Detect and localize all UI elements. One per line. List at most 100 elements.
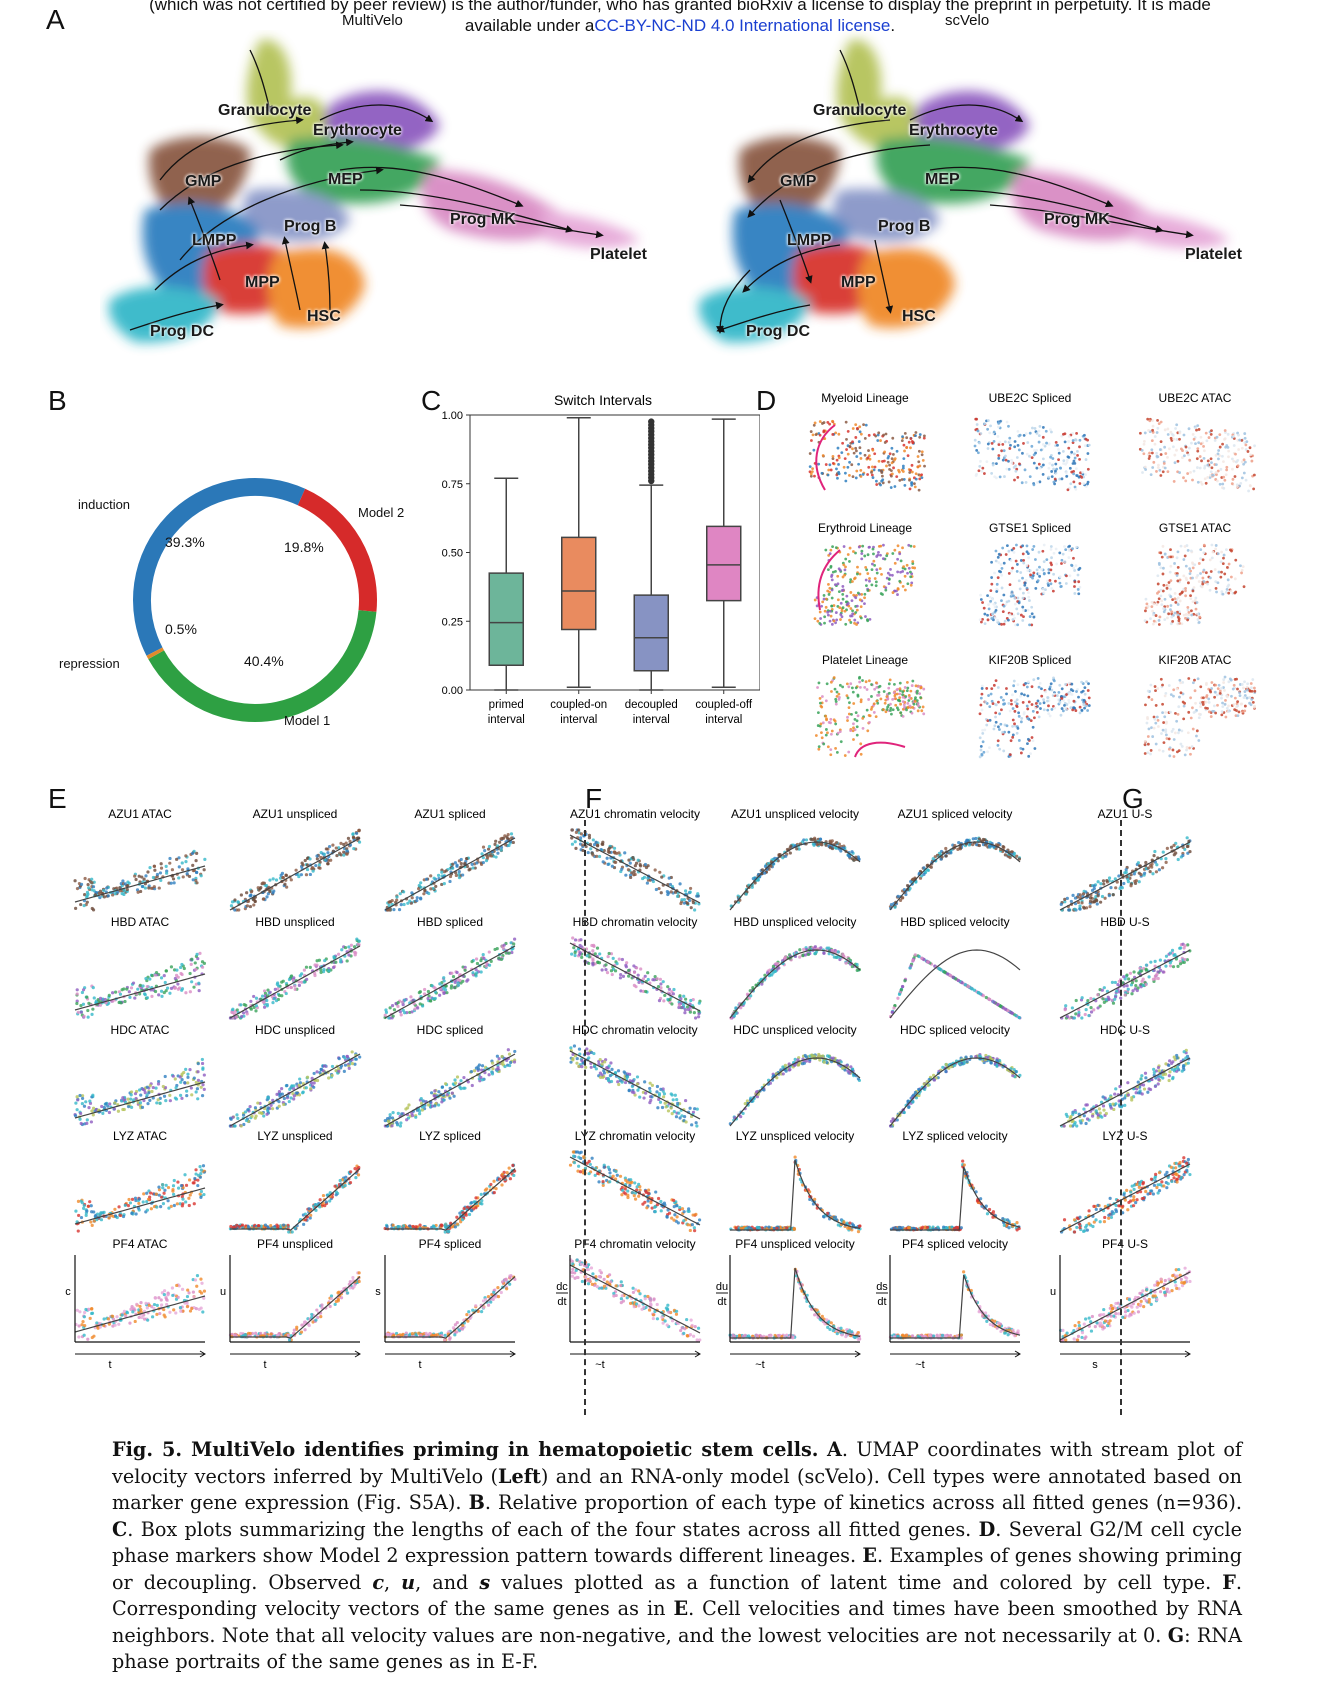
efg-title: PF4 U-S [1102,1237,1148,1251]
label-progmk: Prog MK [1044,211,1110,228]
x-tick-label-line2: interval [560,714,597,726]
efg-title: HDC chromatin velocity [572,1023,697,1037]
label-erythrocyte: Erythrocyte [313,122,402,139]
efg-title: LYZ spliced velocity [902,1129,1007,1143]
arrow-head [1014,1350,1021,1358]
lineage-arrow [817,549,841,611]
fit-curve [1059,1271,1191,1341]
label-granulocyte: Granulocyte [218,102,312,119]
d-title: GTSE1 ATAC [1159,521,1232,535]
caption-d-text: . Several G2/M cell cycle phase markers … [112,1517,1242,1568]
panel-label-d: D [756,385,777,416]
fit-curve [569,1264,701,1334]
divider-fg [1120,820,1122,1415]
divider-ef [584,820,586,1415]
efg-title: AZU1 ATAC [108,807,172,821]
label-erythrocyte: Erythrocyte [909,122,998,139]
efg-title: HBD spliced velocity [900,915,1009,929]
d-title: Platelet Lineage [822,653,908,667]
efg-title: HDC U-S [1100,1023,1150,1037]
label-lmpp: LMPP [192,232,237,249]
efg-title: PF4 unspliced [257,1237,333,1251]
efg-title: PF4 unspliced velocity [735,1237,854,1251]
efg-title: HDC unspliced [255,1023,335,1037]
efg-title: LYZ U-S [1102,1129,1147,1143]
label-mep: MEP [328,171,363,188]
d-title: UBE2C Spliced [989,391,1072,405]
efg-title: HDC unspliced velocity [733,1023,856,1037]
gene-dynamics-grid: AZU1 ATAC AZU1 chromatin velocity AZU1 uns… [65,807,1192,1371]
efg-scatter [383,1163,517,1234]
panel-label-b: B [48,385,67,416]
efg-scatter [569,1044,699,1128]
caption-g: G [1167,1623,1185,1647]
axis-label-x: t [418,1359,421,1371]
efg-scatter [75,951,207,1019]
efg-scatter [1060,1156,1192,1234]
y-tick-label: 0.25 [442,616,463,628]
fit-curve [569,834,701,904]
label-platelet: Platelet [1185,246,1242,263]
fit-curve [569,1156,701,1226]
label-model2: Model 2 [358,505,405,520]
box-1 [561,536,597,631]
fit-curve [384,1053,516,1127]
header-line2-prefix: available under a [464,16,595,35]
label-progdc: Prog DC [150,323,214,340]
efg-scatter [74,1274,207,1341]
d-title: KIF20B ATAC [1159,653,1232,667]
label-progb: Prog B [284,218,337,235]
efg-scatter [383,1274,517,1342]
efg-scatter [1060,942,1192,1020]
box-2 [633,594,669,672]
fit-curve [74,973,206,1011]
cluster-progmk [421,170,570,241]
panel-label-f: F [585,783,603,814]
license-link[interactable]: CC-BY-NC-ND 4.0 International license [594,16,891,35]
axis-label-y: c [65,1286,71,1298]
panel-label-a: A [46,4,65,35]
umap-title-multivelo: MultiVelo [342,12,403,29]
fit-curve [74,865,206,903]
y-tick-label: 1.00 [442,410,463,422]
caption-var-u: u [401,1570,416,1594]
label-induction: induction [78,497,131,512]
axis-label-y: s [375,1286,381,1298]
fit-curve [1059,949,1191,1019]
d-scatter [978,676,1091,759]
percent-repression: 0.5% [165,621,197,637]
label-mep: MEP [925,171,960,188]
fit-curve [229,1053,361,1127]
efg-scatter [384,832,515,912]
axis-label-y-den: dt [717,1296,726,1308]
donut-slice-model1 [148,610,377,722]
fit-curve [229,837,361,911]
cluster-gmp [148,136,250,220]
efg-scatter [1060,1048,1191,1128]
fit-curve [729,949,861,1019]
label-gmp: GMP [185,173,222,190]
stream-lines [129,49,604,331]
cluster-progb [243,188,350,242]
fit-curve [385,1276,516,1339]
fit-curve [890,1274,1021,1339]
caption-c-text: . Box plots summarizing the lengths of e… [127,1517,972,1541]
fit-curve [729,841,861,911]
panel-label-g: G [1122,783,1144,814]
cluster-mep [286,136,440,204]
caption-b: B [468,1491,485,1514]
label-platelet: Platelet [590,246,647,263]
lineage-arrow [854,741,906,758]
donut-slice-repression [146,647,165,660]
caption-a-text2: ) and an RNA-only model (scVelo). Cell t… [112,1464,1242,1515]
caption-d: D [978,1517,996,1541]
efg-scatter [888,1270,1020,1340]
cluster-granulocyte [246,39,328,149]
efg-title: HBD ATAC [111,915,170,929]
caption-b-text: . Relative proportion of each type of ki… [484,1491,1242,1514]
axis-label-y: u [1050,1286,1056,1298]
efg-title: LYZ ATAC [113,1129,167,1143]
fit-curve [74,1081,206,1119]
axis-label-x: s [1092,1359,1098,1371]
fit-curve [730,1267,861,1339]
